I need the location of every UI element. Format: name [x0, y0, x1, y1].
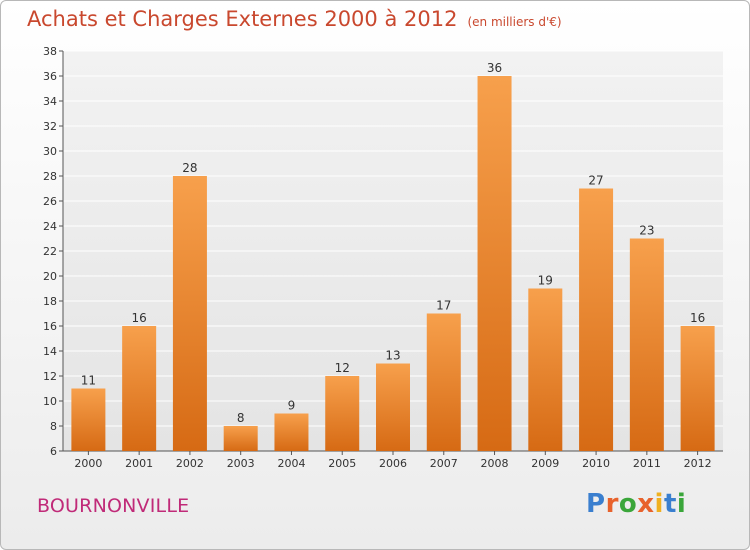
bar-2009: [528, 288, 563, 451]
x-tick-label: 2001: [125, 457, 153, 470]
logo-letter: o: [618, 489, 638, 519]
y-tick-label: 18: [43, 295, 57, 308]
data-label-2007: 17: [436, 299, 451, 313]
bar-2005: [325, 376, 360, 451]
chart-title-text: Achats et Charges Externes 2000 à 2012: [27, 7, 458, 31]
y-tick-label: 20: [43, 270, 57, 283]
y-tick-label: 26: [43, 195, 57, 208]
chart-title: Achats et Charges Externes 2000 à 2012 (e…: [27, 7, 562, 31]
bar-2008: [477, 76, 512, 451]
x-tick-label: 2010: [582, 457, 610, 470]
location-label: BOURNONVILLE: [37, 495, 190, 517]
y-tick-label: 6: [50, 445, 57, 458]
x-tick-label: 2007: [430, 457, 458, 470]
y-tick-label: 8: [50, 420, 57, 433]
bar-2007: [426, 313, 461, 451]
data-label-2004: 9: [288, 399, 296, 413]
data-label-2010: 27: [588, 174, 603, 188]
x-tick-label: 2008: [481, 457, 509, 470]
y-tick-label: 30: [43, 145, 57, 158]
logo-letter: i: [654, 489, 664, 519]
data-label-2008: 36: [487, 61, 502, 75]
logo-letter: x: [637, 489, 655, 519]
y-tick-label: 24: [43, 220, 57, 233]
y-tick-label: 16: [43, 320, 57, 333]
bar-2011: [629, 238, 664, 451]
y-tick-label: 12: [43, 370, 57, 383]
bar-2012: [680, 326, 715, 451]
x-tick-label: 2012: [684, 457, 712, 470]
bar-2006: [376, 363, 410, 451]
y-tick-label: 32: [43, 120, 57, 133]
y-tick-label: 10: [43, 395, 57, 408]
chart-subtitle: (en milliers d'€): [467, 15, 562, 29]
y-tick-label: 14: [43, 345, 57, 358]
data-label-2009: 19: [538, 274, 553, 288]
x-tick-label: 2003: [227, 457, 255, 470]
logo-letter: i: [676, 489, 687, 519]
data-label-2001: 16: [132, 311, 147, 325]
bar-2003: [223, 426, 258, 451]
data-label-2012: 16: [690, 311, 705, 325]
data-label-2000: 11: [81, 374, 96, 388]
x-tick-label: 2005: [328, 457, 356, 470]
y-tick-label: 36: [43, 70, 57, 83]
x-tick-label: 2006: [379, 457, 407, 470]
y-tick-label: 22: [43, 245, 57, 258]
data-label-2003: 8: [237, 411, 245, 425]
logo-letter: r: [605, 489, 619, 519]
logo-letter: P: [586, 489, 606, 519]
bar-2001: [122, 326, 157, 451]
data-label-2005: 12: [335, 361, 350, 375]
proxiti-logo: Proxiti: [586, 489, 686, 519]
x-tick-label: 2004: [277, 457, 305, 470]
logo-letter: t: [663, 489, 677, 519]
data-label-2006: 13: [385, 349, 400, 363]
y-tick-label: 28: [43, 170, 57, 183]
y-tick-label: 38: [43, 45, 57, 58]
y-tick-label: 34: [43, 95, 57, 108]
data-label-2002: 28: [182, 161, 197, 175]
data-label-2011: 23: [639, 224, 654, 238]
x-tick-label: 2000: [74, 457, 102, 470]
bar-2010: [579, 188, 614, 451]
bar-2004: [274, 413, 309, 451]
x-tick-label: 2009: [531, 457, 559, 470]
bar-2002: [172, 176, 207, 451]
bar-2000: [71, 388, 106, 451]
x-tick-label: 2002: [176, 457, 204, 470]
x-tick-label: 2011: [633, 457, 661, 470]
